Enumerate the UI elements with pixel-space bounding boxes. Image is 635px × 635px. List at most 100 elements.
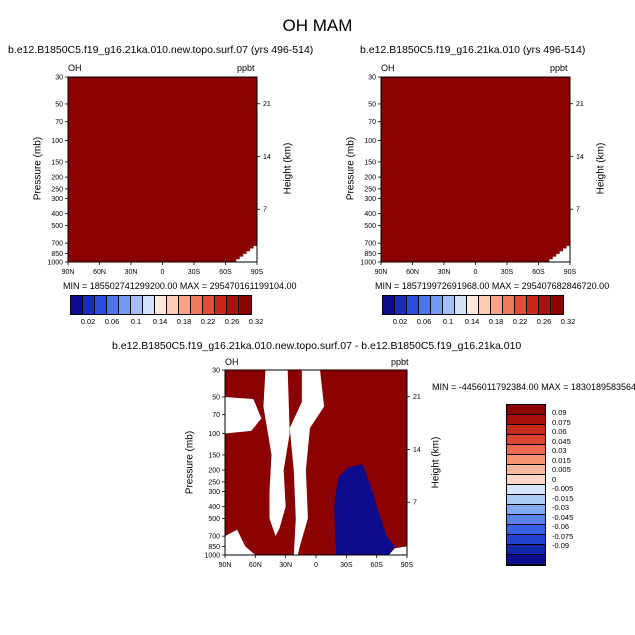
y2-tick-label: 14: [413, 447, 421, 454]
y-tick-label: 300: [51, 196, 63, 203]
panel-2-ylabel-right: Height (km): [595, 142, 607, 195]
colorbar-label: 0.005: [552, 465, 571, 474]
y2-tick-label: 21: [576, 101, 584, 108]
y-tick-label: 150: [364, 159, 376, 166]
colorbar-swatch: [551, 296, 563, 314]
field-fill: [68, 77, 257, 262]
colorbar-swatch: [507, 465, 545, 475]
colorbar-label: 0.22: [200, 317, 216, 326]
colorbar-swatch: [179, 296, 191, 314]
panel-1-title: b.e12.B1850C5.f19_g16.21ka.010.new.topo.…: [8, 44, 314, 56]
y-tick-label: 500: [51, 223, 63, 230]
panel-1-units-label: ppbt: [237, 63, 255, 73]
colorbar-label: -0.015: [552, 493, 574, 503]
panel-3-minmax: MIN = -4456011792384.00 MAX = 1830189583…: [432, 382, 635, 392]
colorbar-label: 0.06: [104, 317, 120, 326]
x-tick-label: 90S: [564, 269, 577, 276]
y-tick-label: 400: [51, 211, 63, 218]
colorbar-label: 0.03: [552, 446, 567, 455]
panel-2-variable-label: OH: [381, 63, 395, 73]
colorbar-swatch: [467, 296, 479, 314]
colorbar-swatch: [407, 296, 419, 314]
colorbar-label: -0.03: [552, 503, 570, 512]
colorbar-panel-1: 0.02 0.06 0.1 0.14 0.18 0.22 0.26 0.32: [70, 295, 263, 326]
colorbar-swatch: [143, 296, 155, 314]
y-tick-label: 100: [364, 138, 376, 145]
y-tick-label: 500: [208, 516, 220, 523]
colorbar-swatch: [83, 296, 95, 314]
colorbar-swatch: [191, 296, 203, 314]
panel-3-units-label: ppbt: [391, 357, 409, 367]
colorbar-swatch: [507, 495, 545, 505]
panel-2-ylabel: Pressure (mb): [345, 136, 357, 201]
colorbar-label: -0.075: [552, 531, 574, 541]
y-tick-label: 50: [212, 394, 220, 401]
x-tick-label: 0: [314, 562, 318, 569]
colorbar-swatch: [507, 545, 545, 555]
y-tick-label: 30: [368, 75, 376, 82]
y-tick-label: 30: [55, 75, 63, 82]
x-tick-label: 90N: [219, 562, 232, 569]
y-tick-label: 850: [364, 251, 376, 258]
colorbar-swatch: [507, 515, 545, 525]
colorbar-label: 0.14: [152, 317, 168, 326]
colorbar-label: 0.18: [488, 317, 504, 326]
near-zero-upper-left: [225, 396, 262, 434]
y-tick-label: 70: [212, 412, 220, 419]
y-tick-label: 200: [208, 468, 220, 475]
colorbar-swatch: [507, 555, 545, 565]
x-tick-label: 60N: [93, 269, 106, 276]
y-tick-label: 30: [212, 368, 220, 375]
colorbar-swatch: [507, 525, 545, 535]
colorbar-swatch: [539, 296, 551, 314]
colorbar-swatch: [507, 445, 545, 455]
colorbar-panel-2: 0.02 0.06 0.1 0.14 0.18 0.22 0.26 0.32: [382, 295, 575, 326]
colorbar-swatch: [503, 296, 515, 314]
colorbar-label: 0.26: [536, 317, 552, 326]
panel-1-minmax: MIN = 185502741299200.00 MAX = 295470161…: [63, 281, 297, 291]
x-tick-label: 30N: [125, 269, 138, 276]
panel-2-title: b.e12.B1850C5.f19_g16.21ka.010 (yrs 496-…: [360, 44, 586, 56]
x-tick-label: 90N: [62, 269, 75, 276]
colorbar-label: 0.1: [130, 317, 142, 326]
y-tick-label: 250: [208, 479, 220, 486]
colorbar-swatch: [443, 296, 455, 314]
panel-3-title: b.e12.B1850C5.f19_g16.21ka.010.new.topo.…: [112, 340, 522, 352]
y-tick-label: 150: [51, 159, 63, 166]
colorbar-label: 0.18: [176, 317, 192, 326]
x-tick-label: 30N: [279, 562, 292, 569]
x-tick-label: 90S: [401, 562, 414, 569]
colorbar-swatch: [419, 296, 431, 314]
colorbar-swatch: [507, 435, 545, 445]
colorbar-label: 0: [552, 474, 557, 484]
colorbar-label: 0.32: [560, 317, 576, 326]
colorbar-label: -0.09: [552, 541, 570, 550]
colorbar-swatch: [107, 296, 119, 314]
panel-3-ylabel-right: Height (km): [430, 436, 442, 489]
y-tick-label: 70: [55, 119, 63, 126]
plot-area-3: 3050701001502002503004005007008501000211…: [204, 368, 420, 570]
colorbar-swatch: [431, 296, 443, 314]
colorbar-swatch: [119, 296, 131, 314]
colorbar-swatch: [395, 296, 407, 314]
y-tick-label: 400: [364, 211, 376, 218]
panel-3-ylabel: Pressure (mb): [184, 430, 196, 495]
x-tick-label: 0: [474, 269, 478, 276]
y-tick-label: 850: [208, 544, 220, 551]
colorbar-swatch: [507, 505, 545, 515]
colorbar-swatch: [71, 296, 83, 314]
y2-tick-label: 7: [576, 207, 580, 214]
y-tick-label: 50: [55, 101, 63, 108]
y-tick-label: 150: [208, 452, 220, 459]
missing-data-region: [388, 546, 407, 555]
colorbar-swatch: [507, 535, 545, 545]
colorbar-label: -0.045: [552, 512, 574, 522]
y-tick-label: 700: [364, 241, 376, 248]
colorbar-label: 0.015: [552, 455, 571, 465]
y-tick-label: 1000: [360, 260, 376, 267]
near-zero-lower-left: [225, 529, 256, 555]
y-tick-label: 700: [208, 534, 220, 541]
colorbar-swatch: [155, 296, 167, 314]
panel-1-variable-label: OH: [68, 63, 82, 73]
x-tick-label: 60S: [219, 269, 232, 276]
